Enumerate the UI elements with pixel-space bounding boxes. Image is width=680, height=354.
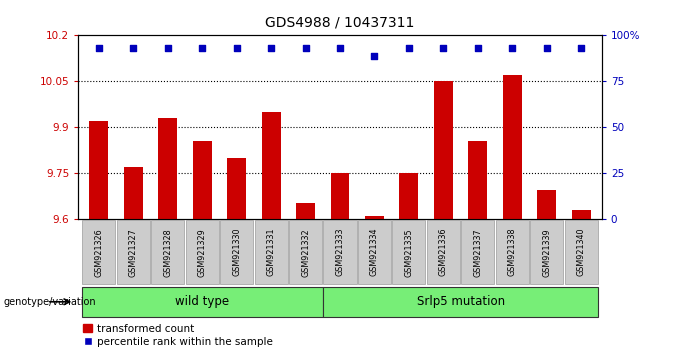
Point bbox=[163, 45, 173, 51]
Point bbox=[300, 45, 311, 51]
Text: GSM921338: GSM921338 bbox=[508, 228, 517, 276]
Bar bbox=[537, 190, 556, 219]
FancyBboxPatch shape bbox=[254, 220, 288, 284]
FancyBboxPatch shape bbox=[117, 220, 150, 284]
FancyBboxPatch shape bbox=[82, 220, 116, 284]
Bar bbox=[503, 75, 522, 219]
Legend: transformed count, percentile rank within the sample: transformed count, percentile rank withi… bbox=[84, 324, 273, 347]
Text: GSM921335: GSM921335 bbox=[405, 228, 413, 276]
Text: GSM921329: GSM921329 bbox=[198, 228, 207, 276]
FancyBboxPatch shape bbox=[392, 220, 426, 284]
Bar bbox=[124, 167, 143, 219]
FancyBboxPatch shape bbox=[427, 220, 460, 284]
Bar bbox=[469, 141, 488, 219]
Bar bbox=[330, 173, 350, 219]
Bar bbox=[572, 210, 591, 219]
FancyBboxPatch shape bbox=[186, 220, 219, 284]
Bar bbox=[158, 118, 177, 219]
Point bbox=[541, 45, 552, 51]
Point bbox=[507, 45, 517, 51]
Point bbox=[93, 45, 104, 51]
Bar bbox=[227, 158, 246, 219]
Point bbox=[231, 45, 242, 51]
Text: GSM921336: GSM921336 bbox=[439, 228, 448, 276]
FancyBboxPatch shape bbox=[220, 220, 253, 284]
Text: genotype/variation: genotype/variation bbox=[3, 297, 96, 307]
Text: GSM921327: GSM921327 bbox=[129, 228, 138, 276]
Text: wild type: wild type bbox=[175, 295, 229, 308]
Bar bbox=[262, 112, 281, 219]
Point bbox=[576, 45, 587, 51]
Point bbox=[266, 45, 277, 51]
FancyBboxPatch shape bbox=[358, 220, 391, 284]
Point bbox=[403, 45, 414, 51]
FancyBboxPatch shape bbox=[323, 287, 598, 317]
Text: GSM921334: GSM921334 bbox=[370, 228, 379, 276]
Text: GSM921330: GSM921330 bbox=[232, 228, 241, 276]
Text: GSM921331: GSM921331 bbox=[267, 228, 275, 276]
Bar bbox=[434, 81, 453, 219]
Point bbox=[438, 45, 449, 51]
Bar bbox=[296, 202, 315, 219]
FancyBboxPatch shape bbox=[461, 220, 494, 284]
Point bbox=[335, 45, 345, 51]
Bar bbox=[192, 141, 211, 219]
Text: GSM921339: GSM921339 bbox=[542, 228, 551, 276]
Bar bbox=[89, 121, 108, 219]
Text: GSM921328: GSM921328 bbox=[163, 228, 172, 276]
Text: GDS4988 / 10437311: GDS4988 / 10437311 bbox=[265, 16, 415, 30]
FancyBboxPatch shape bbox=[324, 220, 356, 284]
Point bbox=[128, 45, 139, 51]
Bar bbox=[399, 173, 418, 219]
Point bbox=[197, 45, 207, 51]
FancyBboxPatch shape bbox=[151, 220, 184, 284]
Text: GSM921326: GSM921326 bbox=[95, 228, 103, 276]
Text: GSM921337: GSM921337 bbox=[473, 228, 482, 276]
Point bbox=[369, 53, 380, 58]
Text: GSM921340: GSM921340 bbox=[577, 228, 585, 276]
Text: Srlp5 mutation: Srlp5 mutation bbox=[417, 295, 505, 308]
FancyBboxPatch shape bbox=[564, 220, 598, 284]
FancyBboxPatch shape bbox=[82, 287, 323, 317]
FancyBboxPatch shape bbox=[289, 220, 322, 284]
Point bbox=[473, 45, 483, 51]
FancyBboxPatch shape bbox=[530, 220, 563, 284]
Text: GSM921332: GSM921332 bbox=[301, 228, 310, 276]
FancyBboxPatch shape bbox=[496, 220, 529, 284]
Bar bbox=[365, 216, 384, 219]
Text: GSM921333: GSM921333 bbox=[335, 228, 345, 276]
